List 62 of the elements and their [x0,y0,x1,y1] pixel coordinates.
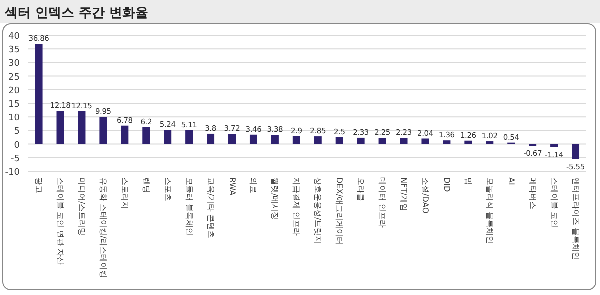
x-tick-label: 모놀리식 블록체인 [485,178,494,244]
x-tick-label: 교육/기타 콘텐츠 [206,178,216,239]
bar [164,130,172,144]
bar [207,134,215,144]
bar [292,136,300,144]
x-tick-label: NFT/게임 [400,178,409,212]
y-tick-label: 20 [8,86,20,96]
x-tick-label: 광고 [34,178,44,194]
bar [35,44,43,144]
bar [250,134,258,144]
x-tick-label: 스포츠 [163,178,172,202]
y-tick-label: 40 [8,32,20,42]
x-tick-label: AI [506,178,516,186]
x-tick-label: 오라클 [356,178,366,202]
y-tick-label: 5 [14,127,20,138]
bar [400,138,408,144]
bar [186,130,194,144]
bar [121,126,129,144]
bar [422,138,430,144]
x-tick-label: RWA [228,178,237,196]
x-tick-label: 월렛/메시징 [270,178,280,220]
chart-title: 섹터 인덱스 주간 변화율 [4,6,149,21]
bar [572,144,580,160]
bar [550,144,558,148]
x-tick-label: 밈 [464,178,473,186]
x-tick-label: 모듈러 블록체인 [184,178,194,236]
bar [142,127,150,144]
y-tick-label: 0 [14,140,20,151]
x-tick-label: 지급결제 인프라 [292,178,302,236]
y-tick-label: 30 [8,59,20,70]
x-tick-label: 스토리지 [120,178,130,210]
bar [443,140,451,144]
y-tick-label: 25 [8,72,20,83]
bar [336,138,344,144]
y-tick-label: 10 [8,114,20,124]
bar [464,140,472,144]
y-tick-label: -5 [11,154,20,164]
x-tick-label: 엔터프라이즈 블록체인 [571,178,580,260]
x-tick-label: DEX/애그리게이터 [335,178,344,245]
y-tick-label: -10 [5,168,20,178]
bar [378,138,386,144]
bar [228,134,236,144]
x-tick-label: 렌딩 [142,178,151,194]
x-tick-label: 의료 [249,178,258,194]
bar [56,111,64,144]
x-tick-label: DID [442,178,452,192]
x-tick-label: 유동화 스테이킹/리스테이킹 [98,178,108,279]
x-tick-label: 스테이블 코인 [550,178,559,228]
bar [486,142,494,144]
x-tick-label: 상호운용성/브릿지 [314,178,323,244]
bar [271,135,279,144]
x-tick-label: 메타버스 [528,178,538,210]
bar [314,136,322,144]
bar [78,111,86,144]
bar [100,117,108,144]
y-tick-label: 15 [8,100,20,110]
x-tick-label: 스테이블 코인 연관 자산 [56,178,66,266]
bar [357,138,365,144]
x-tick-label: 미디어/스트리밍 [77,178,86,236]
x-tick-label: 데이터 인프라 [378,178,388,228]
x-tick-label: 소셜/DAO [420,178,430,214]
y-tick-label: 35 [8,46,20,56]
